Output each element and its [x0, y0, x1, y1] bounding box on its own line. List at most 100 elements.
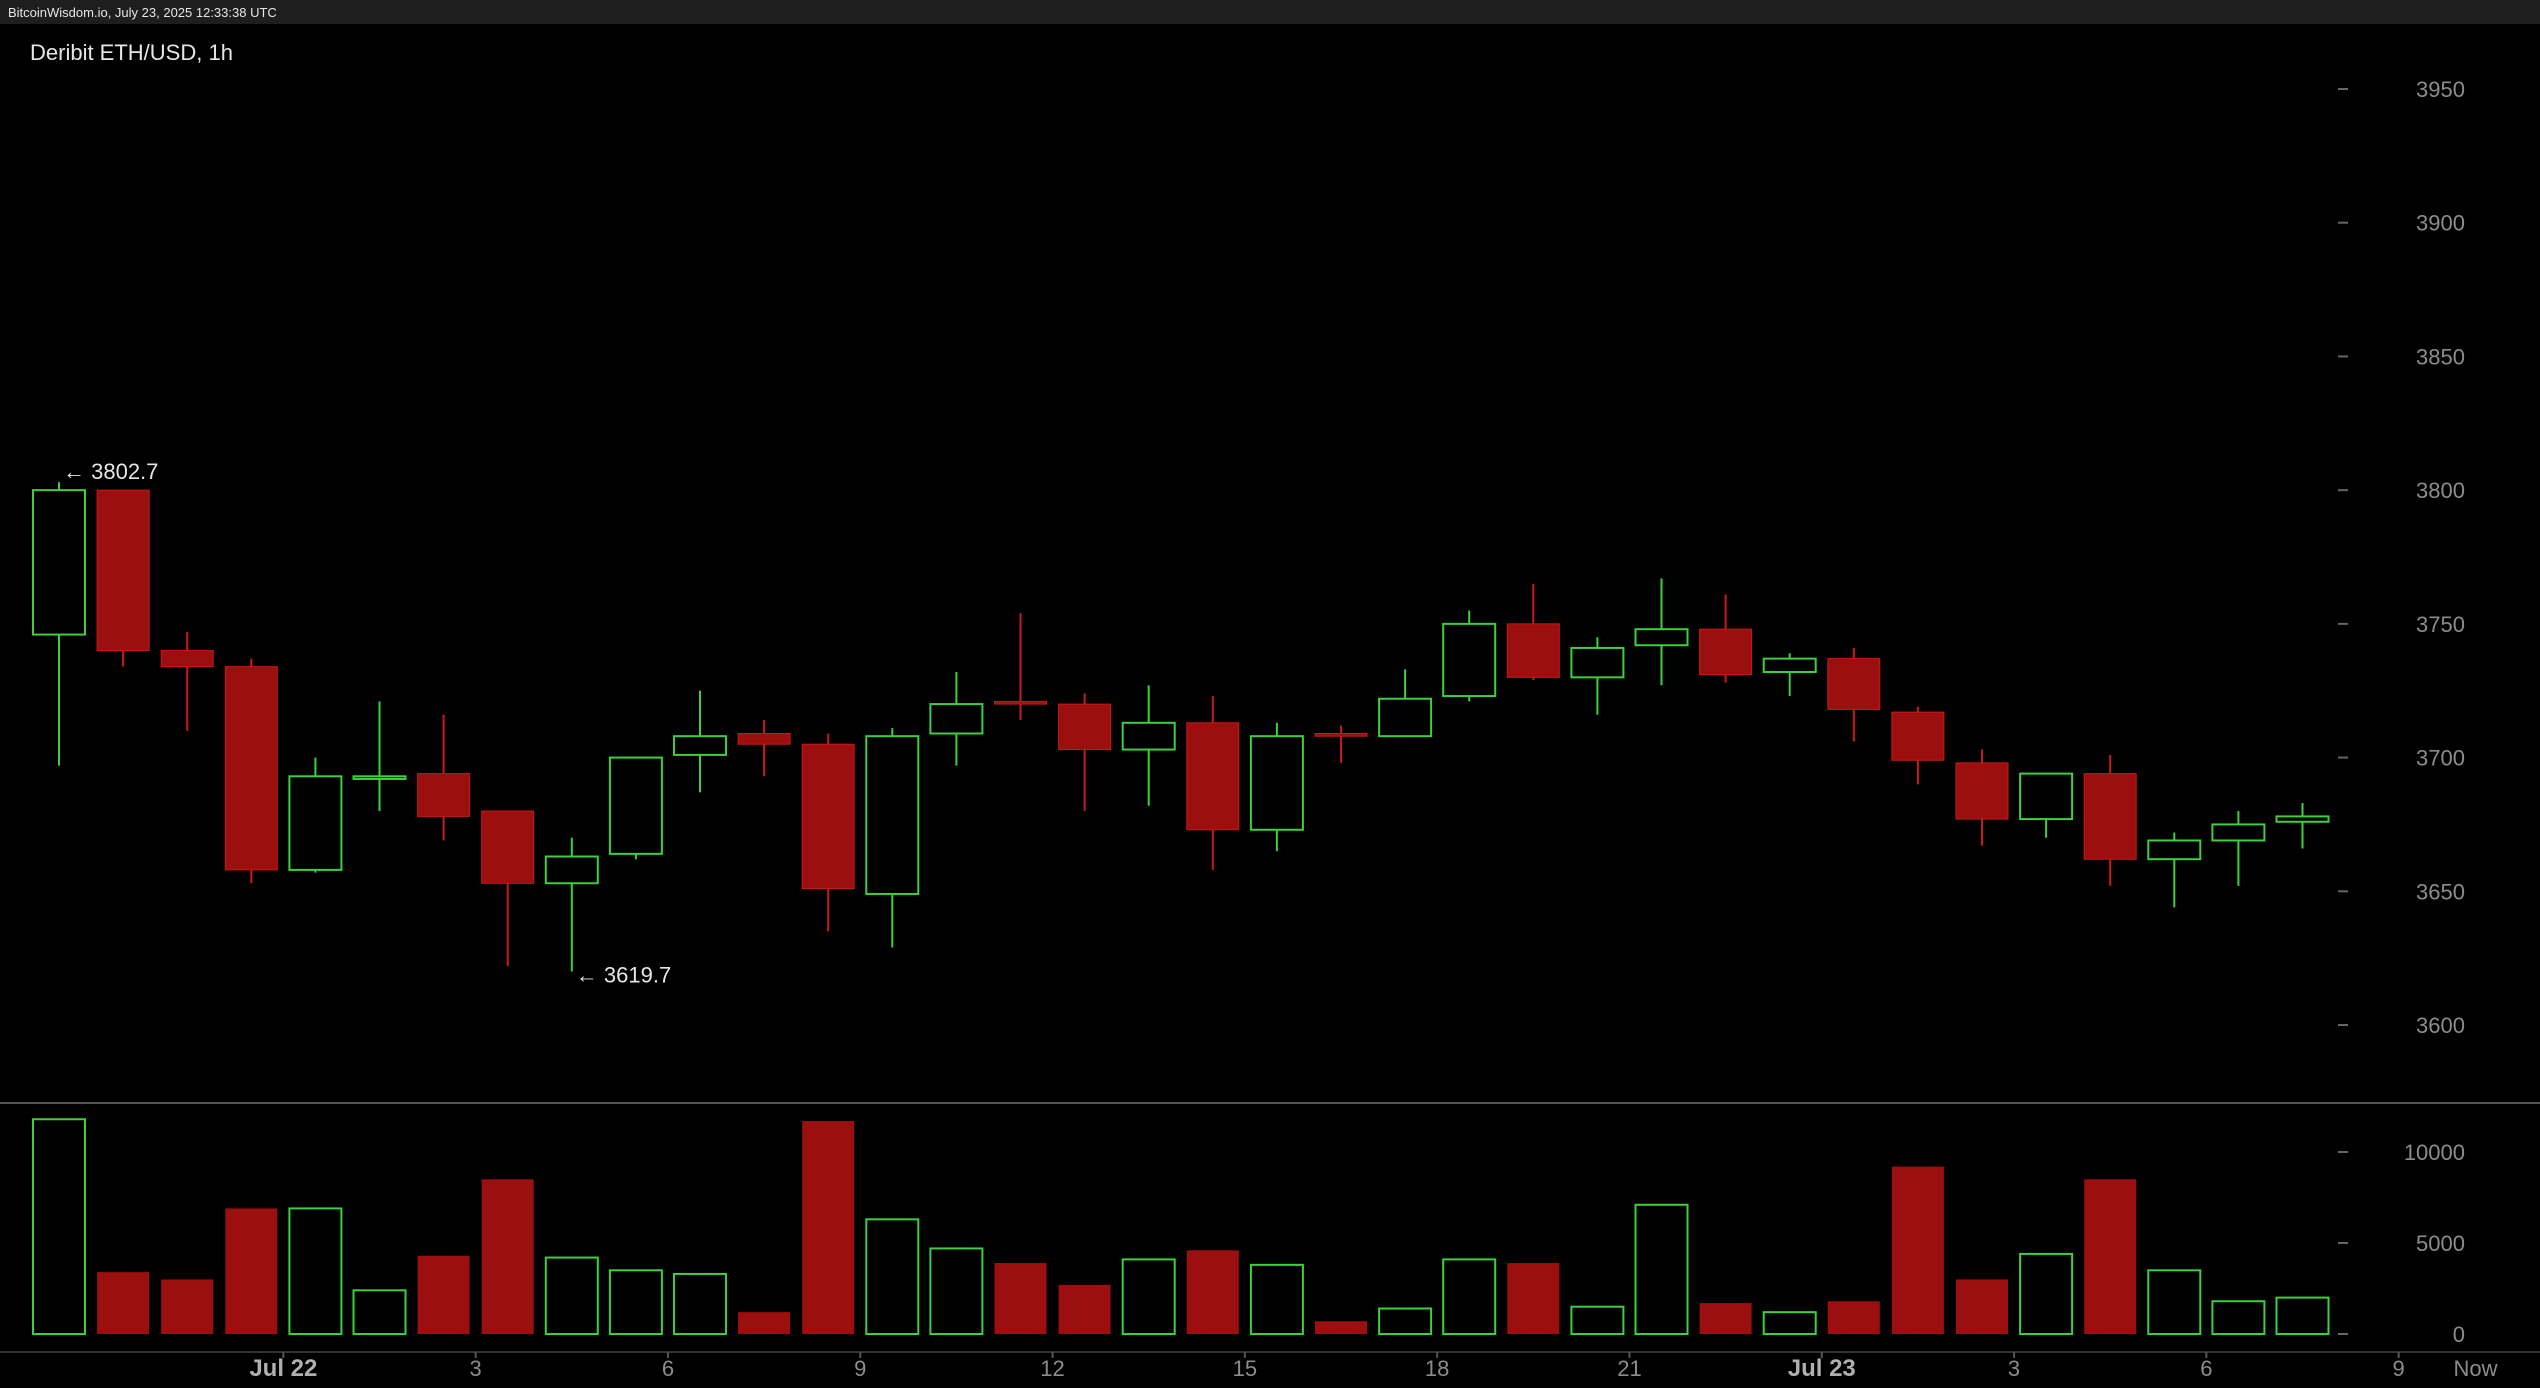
candle-body: [929, 703, 984, 735]
volume-bar-down: [1186, 1250, 1239, 1334]
volume-bar-up: [32, 1118, 86, 1335]
volume-axis: 0 5000 10000: [2338, 1140, 2465, 1347]
volume-bar-down: [161, 1279, 214, 1334]
volume-bar-down: [2084, 1179, 2137, 1334]
volume-tick-label: 5000: [2416, 1231, 2465, 1256]
volume-bar-up: [1762, 1311, 1817, 1336]
volume-tick-label: 0: [2453, 1322, 2465, 1347]
price-axis: 3600 3650 3700 3750 3800 3850 3900 3950: [2338, 77, 2465, 1038]
candle-body: [1827, 658, 1881, 710]
candle-body: [1442, 622, 1497, 698]
candle-body: [1762, 657, 1817, 673]
time-tick-label: 3: [2008, 1356, 2020, 1381]
candle-body: [1634, 628, 1689, 647]
candle-down: [224, 658, 278, 884]
candle-up: [2275, 803, 2330, 849]
high-annotation: ← 3802.7: [63, 459, 158, 484]
candle-down: [417, 714, 471, 841]
candle-body: [737, 733, 791, 745]
candle-down: [801, 733, 855, 932]
volume-bar-down: [417, 1255, 470, 1334]
candle-body: [1314, 733, 1368, 737]
candle-up: [544, 837, 599, 972]
time-tick-label: 18: [1425, 1356, 1449, 1381]
candle-body: [1506, 623, 1560, 678]
candle-down: [96, 489, 150, 667]
candle-body: [96, 489, 150, 652]
price-candles: [32, 482, 2330, 972]
candle-body: [865, 735, 920, 895]
candle-body: [2019, 772, 2074, 821]
volume-bar-down: [481, 1179, 534, 1334]
candle-down: [1955, 749, 2009, 846]
candle-down: [2083, 754, 2137, 886]
volume-bar-up: [673, 1272, 727, 1335]
volume-bar-down: [1315, 1321, 1367, 1334]
candle-body: [673, 735, 727, 756]
source-line: BitcoinWisdom.io, July 23, 2025 12:33:38…: [8, 5, 277, 20]
volume-bar-up: [2275, 1296, 2330, 1335]
price-tick-label: 3700: [2416, 746, 2465, 771]
candle-body: [160, 650, 214, 668]
candle-body: [1699, 628, 1753, 676]
candle-body: [1570, 646, 1625, 679]
candle-body: [1186, 722, 1240, 831]
volume-bar-down: [97, 1272, 150, 1334]
price-annotations: ← 3802.7 ← 3619.7: [63, 459, 671, 987]
volume-bar-up: [1121, 1258, 1176, 1336]
volume-bar-up: [1570, 1305, 1625, 1335]
time-tick-label: Jul 23: [1788, 1355, 1856, 1382]
candle-body: [1058, 703, 1112, 751]
candle-up: [32, 482, 86, 766]
source-bar: BitcoinWisdom.io, July 23, 2025 12:33:38…: [0, 0, 2540, 24]
volume-bar-up: [1378, 1307, 1433, 1336]
candle-body: [481, 810, 535, 884]
volume-bar-down: [1507, 1263, 1560, 1334]
candle-body: [32, 489, 86, 636]
volume-bars: [32, 1118, 2330, 1336]
low-annotation: ← 3619.7: [576, 962, 671, 987]
candle-up: [1249, 722, 1304, 852]
candle-down: [1891, 706, 1945, 785]
time-tick-label: 9: [2393, 1356, 2405, 1381]
volume-tick-label: 10000: [2404, 1140, 2465, 1165]
volume-bar-up: [1249, 1263, 1304, 1335]
candle-body: [2083, 773, 2137, 860]
candle-down: [737, 720, 791, 777]
volume-bar-up: [2019, 1252, 2074, 1336]
time-tick-label: 6: [662, 1356, 674, 1381]
candle-body: [2211, 823, 2266, 842]
candle-down: [160, 631, 214, 731]
price-tick-label: 3950: [2416, 77, 2465, 102]
price-tick-label: 3900: [2416, 211, 2465, 236]
volume-bar-up: [608, 1269, 663, 1336]
time-tick-label: 6: [2200, 1356, 2212, 1381]
time-axis: Jul 22 3 6 9 12 15 18 21 Jul 23 3 6 9 Now: [249, 1352, 2498, 1382]
volume-bar-down: [1699, 1303, 1752, 1334]
time-tick-label: 3: [470, 1356, 482, 1381]
price-tick-label: 3600: [2416, 1013, 2465, 1038]
time-tick-label: Now: [2454, 1356, 2498, 1381]
price-tick-label: 3750: [2416, 612, 2465, 637]
candle-body: [994, 700, 1047, 705]
time-tick-label: 12: [1040, 1356, 1064, 1381]
candle-up: [1762, 653, 1817, 697]
candle-down: [1506, 583, 1560, 681]
candle-body: [1955, 762, 2009, 820]
time-tick-label: 21: [1617, 1356, 1641, 1381]
volume-bar-down: [1058, 1284, 1111, 1334]
candle-body: [608, 756, 663, 855]
time-tick-label: 9: [854, 1356, 866, 1381]
candle-down: [1827, 647, 1881, 742]
candle-down: [1314, 725, 1368, 763]
volume-bar-up: [1634, 1203, 1689, 1336]
candle-down: [481, 810, 535, 967]
candle-up: [1378, 669, 1433, 738]
volume-bar-up: [929, 1247, 984, 1335]
time-tick-label: Jul 22: [249, 1355, 317, 1382]
volume-bar-down: [1956, 1279, 2008, 1334]
candle-up: [929, 671, 984, 766]
candle-down: [1699, 594, 1753, 683]
